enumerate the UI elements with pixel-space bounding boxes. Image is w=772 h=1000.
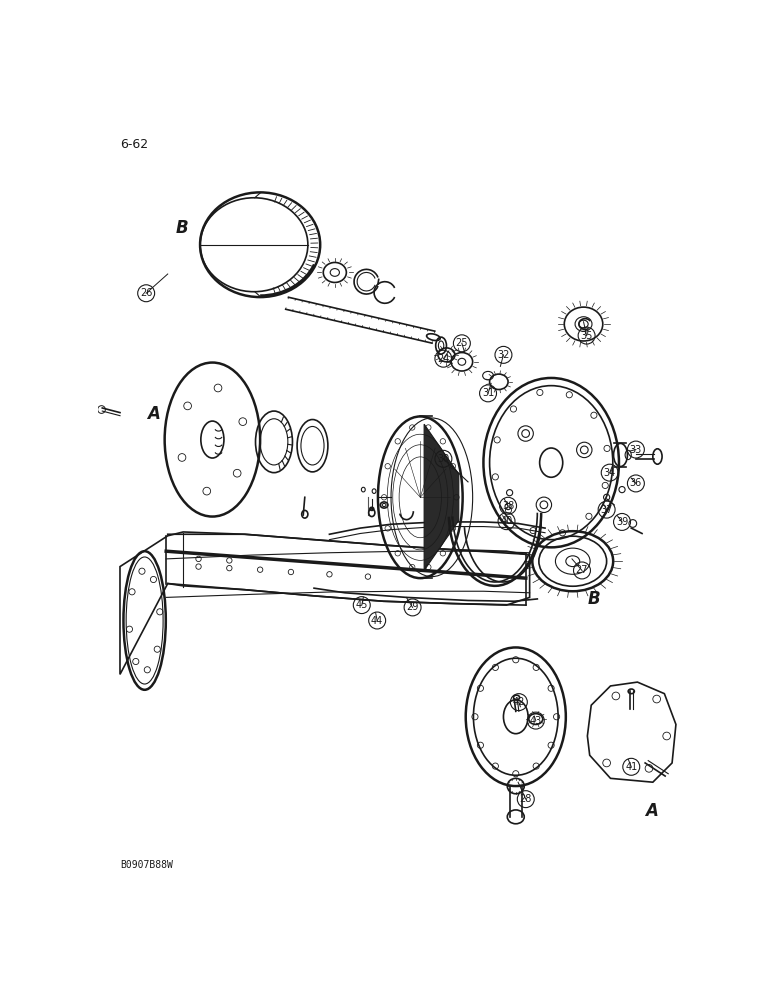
- Text: 24: 24: [437, 354, 449, 364]
- Text: 33: 33: [630, 445, 642, 455]
- Text: B: B: [588, 590, 601, 608]
- Text: 41: 41: [625, 762, 638, 772]
- Text: 44: 44: [371, 615, 383, 626]
- Text: 34: 34: [604, 468, 616, 478]
- Text: 42: 42: [513, 697, 525, 707]
- Text: 43: 43: [530, 716, 542, 726]
- Text: 28: 28: [520, 794, 532, 804]
- Text: 30: 30: [437, 454, 449, 464]
- Text: B0907B88W: B0907B88W: [120, 860, 173, 870]
- Text: 26: 26: [140, 288, 152, 298]
- Text: 32: 32: [497, 350, 510, 360]
- Text: 29: 29: [406, 602, 418, 612]
- Text: B: B: [175, 219, 188, 237]
- Text: 27: 27: [576, 565, 588, 575]
- Text: 35: 35: [581, 331, 593, 341]
- Text: A: A: [147, 405, 161, 423]
- Text: 25: 25: [455, 338, 468, 348]
- Text: 31: 31: [482, 388, 494, 398]
- Text: 38: 38: [502, 501, 514, 511]
- Text: 6-62: 6-62: [120, 138, 148, 151]
- Text: 40: 40: [500, 516, 513, 526]
- Text: 39: 39: [616, 517, 628, 527]
- Text: A: A: [645, 802, 658, 820]
- Text: 36: 36: [630, 478, 642, 488]
- Text: 45: 45: [356, 600, 368, 610]
- Polygon shape: [424, 424, 459, 570]
- Text: 37: 37: [601, 505, 613, 515]
